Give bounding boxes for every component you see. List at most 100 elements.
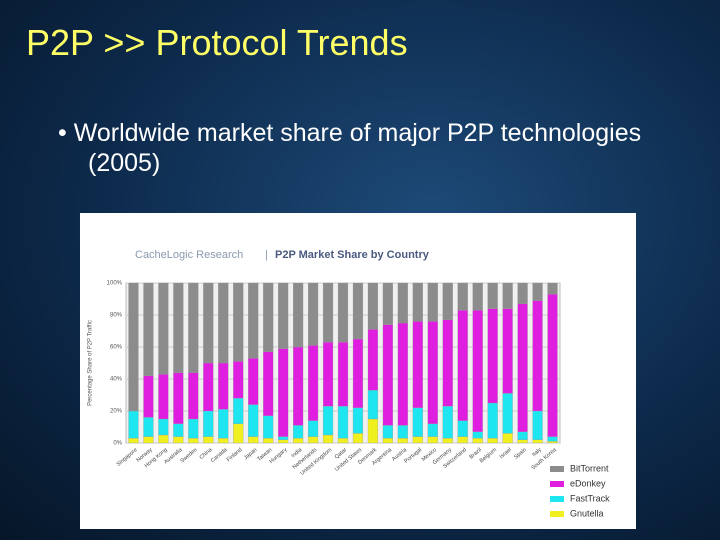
bar-segment [203, 436, 214, 444]
bar-segment [322, 434, 334, 444]
bar-segment [218, 362, 229, 410]
bullet-text: Worldwide market share of major P2P tech… [73, 119, 642, 177]
bar-segment [472, 438, 483, 444]
bar-segment [293, 282, 304, 348]
bar-segment [487, 308, 498, 404]
bar-segment [397, 282, 408, 324]
bar-segment [517, 439, 528, 444]
bar-segment [382, 324, 393, 426]
bar-segment [457, 310, 468, 421]
bar-segment [442, 406, 453, 439]
y-tick-label: 20% [110, 409, 123, 415]
bar-segment [502, 433, 513, 444]
bar-segment [293, 346, 304, 426]
bar-segment [382, 438, 393, 444]
bar-segment [532, 300, 543, 412]
bar-segment [547, 441, 558, 444]
bar-segment [173, 423, 184, 437]
bar-segment [547, 436, 558, 442]
bar-segment [218, 438, 229, 444]
bar-segment [337, 406, 349, 439]
legend-swatch [550, 466, 564, 472]
y-tick-label: 80% [110, 313, 123, 319]
bar-segment [233, 398, 244, 424]
bar-segment [367, 329, 379, 391]
bar-segment [352, 407, 364, 434]
bar-segment [517, 303, 528, 432]
bar-segment [502, 308, 513, 394]
bar-segment [188, 282, 199, 373]
bar-segment [502, 393, 513, 434]
bar-segment [397, 322, 408, 426]
bar-segment [487, 402, 498, 439]
legend-label: BitTorrent [570, 463, 609, 473]
bar-segment [143, 282, 154, 376]
bar-segment [337, 438, 349, 444]
bar-segment [188, 372, 199, 420]
bar-segment [427, 436, 438, 444]
bar-segment [532, 282, 543, 301]
bar-segment [203, 410, 214, 437]
bar-segment [457, 436, 468, 444]
bar-segment [352, 338, 364, 408]
bar-segment [517, 282, 528, 304]
bar-segment [547, 294, 558, 437]
bar-segment [128, 282, 139, 412]
bar-segment [532, 410, 543, 440]
bar-segment [412, 321, 423, 408]
bar-segment [352, 433, 364, 444]
bar-segment [248, 358, 259, 405]
bar-segment [502, 282, 513, 309]
bar-segment [307, 345, 319, 421]
bar-segment [158, 374, 169, 420]
chart-title: P2P Market Share by Country [275, 249, 430, 261]
bar-segment [188, 418, 199, 439]
bar-segment [233, 361, 244, 399]
bar-segment [487, 282, 498, 309]
bar-segment [233, 282, 244, 362]
bar-segment [263, 438, 274, 444]
bar-segment [322, 406, 334, 436]
y-tick-label: 40% [110, 377, 123, 383]
bar-segment [487, 438, 498, 444]
bar-segment [158, 282, 169, 375]
bar-segment [278, 436, 289, 440]
bar-segment [263, 415, 274, 439]
bar-segment [382, 425, 393, 439]
bar-segment [248, 282, 259, 359]
bar-segment [188, 438, 199, 444]
bar-segment [263, 351, 274, 416]
legend-swatch [550, 511, 564, 517]
bar-segment [427, 282, 438, 322]
y-axis-label: Percentage Share of P2P Traffic [88, 320, 94, 406]
bar-segment [337, 282, 349, 343]
bar-segment [337, 342, 349, 407]
bar-segment [442, 319, 453, 407]
bar-segment [233, 423, 244, 444]
bar-segment [278, 282, 289, 349]
bar-segment [367, 390, 379, 420]
bar-segment [128, 410, 139, 439]
bar-segment [307, 282, 319, 346]
bar-segment [322, 282, 334, 343]
bar-segment [412, 407, 423, 437]
bar-segment [143, 375, 154, 418]
slide-title: P2P >> Protocol Trends [26, 22, 408, 63]
bar-segment [203, 282, 214, 364]
legend-label: FastTrack [570, 493, 610, 503]
bar-segment [472, 282, 483, 311]
bar-segment [278, 348, 289, 437]
chart-source: CacheLogic Research [135, 249, 243, 261]
bar-segment [143, 417, 154, 437]
legend-swatch [550, 496, 564, 502]
bar-segment [322, 342, 334, 407]
bar-segment [517, 431, 528, 440]
bar-segment [457, 420, 468, 437]
bar-segment [173, 282, 184, 373]
bar-segment [367, 418, 379, 444]
bar-segment [412, 436, 423, 444]
bar-segment [547, 282, 558, 295]
bar-segment [128, 438, 139, 444]
bar-segment [307, 436, 319, 444]
